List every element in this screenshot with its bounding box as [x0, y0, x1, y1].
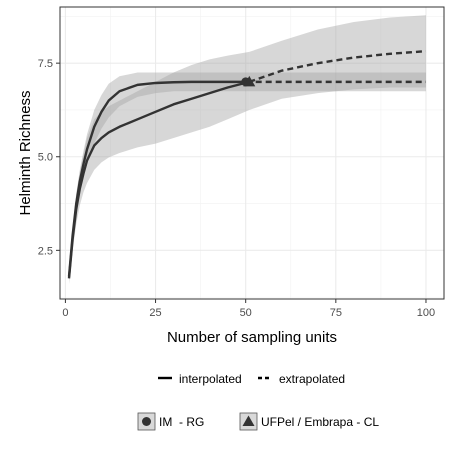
- legend-label-interpolated: interpolated: [179, 372, 242, 386]
- confidence-bands: [69, 15, 426, 285]
- band-extrapolated-ufpel-embrapa-cl: [249, 15, 426, 110]
- y-axis-title: Helminth Richness: [17, 90, 34, 215]
- x-tick-label: 25: [149, 307, 161, 319]
- observed-point-ufpel-embrapa-cl: [243, 75, 256, 87]
- legend-label-im-rg: IM - RG: [159, 415, 204, 429]
- observed-markers: [241, 75, 256, 87]
- x-tick-label: 100: [417, 307, 435, 319]
- legend-groups: IM - RG UFPel / Embrapa - CL: [137, 412, 379, 431]
- legend-marker-im-rg: [142, 417, 151, 426]
- legend: interpolated extrapolated IM - RG UFPel / …: [137, 372, 379, 431]
- y-tick-label: 2.5: [38, 245, 53, 257]
- y-tick-label: 7.5: [38, 58, 53, 70]
- grid-lines: [60, 7, 444, 299]
- x-tick-label: 75: [330, 307, 342, 319]
- legend-label-extrapolated: extrapolated: [279, 372, 345, 386]
- legend-marker-ufpel-embrapa-cl: [242, 415, 255, 426]
- legend-line-types: interpolated extrapolated: [158, 372, 345, 386]
- x-axis-title: Number of sampling units: [167, 329, 337, 346]
- axis-ticks: 0 25 50 75 100 2.5 5.0 7.5: [38, 58, 435, 319]
- x-tick-label: 0: [62, 307, 68, 319]
- line-interpolated-ufpel-embrapa-cl: [67, 80, 250, 279]
- panel-border: [59, 6, 445, 300]
- legend-label-ufpel-embrapa-cl: UFPel / Embrapa - CL: [261, 415, 379, 429]
- band-interpolated-ufpel-embrapa-cl: [69, 51, 250, 285]
- series-lines: [67, 49, 427, 279]
- x-tick-label: 50: [240, 307, 252, 319]
- y-tick-label: 5.0: [38, 152, 53, 164]
